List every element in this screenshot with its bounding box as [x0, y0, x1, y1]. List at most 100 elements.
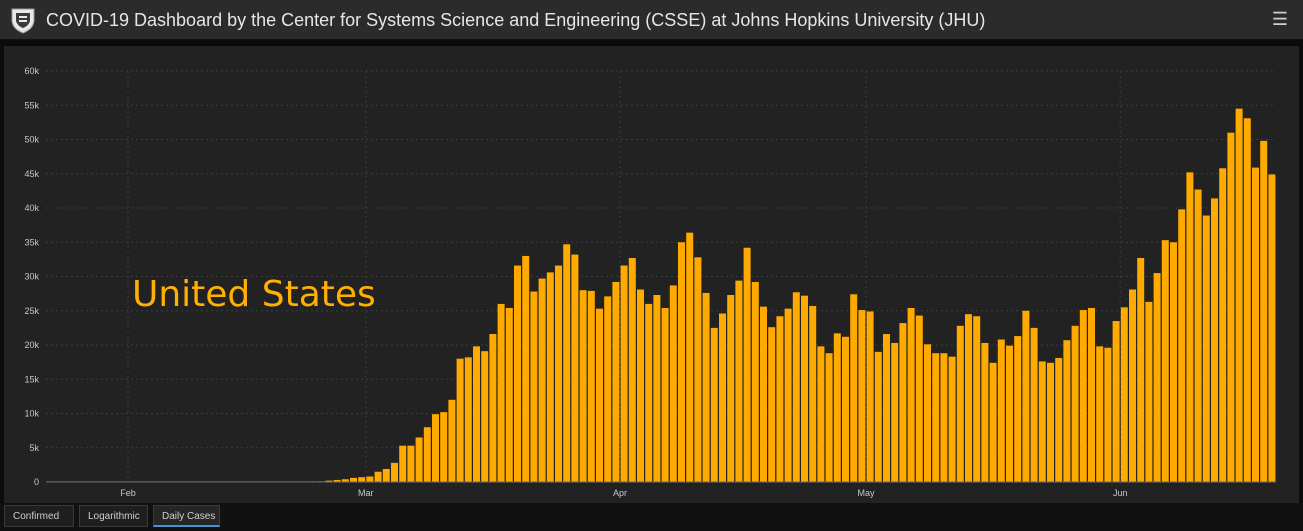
chart-bar: [391, 462, 398, 482]
chart-bar: [1120, 307, 1128, 482]
chart-bar: [932, 353, 940, 482]
y-tick-label: 0: [34, 477, 39, 487]
chart-bar: [1063, 340, 1071, 482]
chart-bar: [768, 327, 776, 482]
chart-bar: [358, 477, 366, 482]
chart-bar: [628, 258, 636, 482]
y-tick-label: 50k: [24, 135, 39, 145]
chart-bar: [997, 339, 1005, 482]
chart-bar: [1014, 336, 1022, 482]
chart-bar: [522, 255, 530, 482]
chart-bar: [1088, 308, 1095, 482]
tab-confirmed[interactable]: Confirmed: [4, 505, 74, 527]
chart-bar: [989, 362, 997, 482]
chart-bar: [341, 479, 349, 482]
chart-bar: [907, 308, 915, 482]
chart-bar: [448, 399, 456, 482]
chart-bar: [751, 281, 759, 482]
chart-bar: [817, 346, 825, 482]
chart-bar: [719, 313, 726, 482]
chart-bar: [924, 344, 931, 482]
y-tick-label: 60k: [24, 66, 39, 76]
chart-bar: [407, 445, 415, 482]
chart-bar: [514, 265, 521, 482]
chart-bar: [637, 289, 644, 482]
header-bar: COVID-19 Dashboard by the Center for Sys…: [0, 0, 1303, 40]
y-tick-label: 25k: [24, 306, 39, 316]
chart-grid: [46, 70, 1276, 483]
chart-bar: [563, 244, 571, 482]
chart-bar: [415, 437, 423, 482]
chart-bar: [973, 316, 981, 482]
chart-bars: [46, 108, 1276, 483]
tab-logarithmic[interactable]: Logarithmic: [79, 505, 148, 527]
chart-bar: [489, 334, 497, 482]
chart-bar: [891, 342, 899, 482]
chart-bar: [678, 242, 685, 482]
chart-bar: [579, 290, 587, 482]
chart-bar: [776, 316, 784, 482]
jhu-shield-icon: [10, 6, 36, 34]
chart-bar: [538, 278, 546, 482]
chart-bar: [1194, 189, 1202, 482]
y-tick-label: 35k: [24, 237, 39, 247]
country-label: United States: [132, 274, 376, 315]
chart-bar: [653, 294, 661, 482]
chart-bar: [497, 303, 505, 482]
chart-bar: [1219, 168, 1227, 482]
chart-bar: [1055, 358, 1063, 482]
chart-bar: [792, 292, 800, 482]
chart-bar: [1243, 118, 1251, 482]
y-tick-label: 20k: [24, 340, 39, 350]
x-tick-label: Jun: [1113, 488, 1128, 498]
chart-bar: [661, 308, 669, 482]
chart-bar: [1071, 325, 1079, 482]
chart-bar: [432, 414, 439, 482]
chart-bar: [956, 325, 964, 482]
x-tick-label: Apr: [613, 488, 627, 498]
chart-bar: [1153, 273, 1161, 482]
chart-bar: [423, 427, 431, 482]
chart-bar: [883, 334, 890, 482]
y-tick-label: 5k: [29, 443, 39, 453]
chart-bar: [1202, 215, 1210, 482]
chart-bar: [1006, 345, 1013, 482]
chart-bar: [694, 257, 702, 482]
hamburger-menu-icon[interactable]: ☰: [1271, 9, 1289, 29]
chart-bar: [1079, 310, 1087, 482]
chart-panel: 0 5k 10k 15k 20k 25k 30k 35k 40k 45k 50k 55k 60k Feb M…: [4, 46, 1299, 503]
chart-bar: [382, 468, 390, 482]
chart-bar: [686, 232, 694, 482]
chart-bar: [743, 247, 751, 482]
chart-bar: [1145, 301, 1153, 482]
y-tick-label: 10k: [24, 409, 39, 419]
tab-daily-cases[interactable]: Daily Cases: [153, 505, 220, 527]
chart-bar: [940, 353, 948, 482]
chart-bar: [833, 333, 841, 482]
y-tick-label: 45k: [24, 169, 39, 179]
y-tick-label: 40k: [24, 203, 39, 213]
chart-bar: [1096, 346, 1104, 482]
chart-bar: [702, 292, 710, 482]
chart-bar: [1022, 310, 1030, 482]
chart-bar: [399, 445, 407, 482]
chart-bar: [1112, 321, 1120, 482]
chart-bar: [1129, 289, 1136, 482]
chart-bar: [1161, 240, 1169, 482]
chart-bar: [842, 336, 849, 482]
chart-bar: [1170, 242, 1177, 482]
chart-bar: [981, 342, 989, 482]
chart-bar: [899, 323, 907, 482]
chart-bar: [1104, 347, 1112, 482]
chart-bar: [1252, 167, 1259, 482]
chart-axes: 0 5k 10k 15k 20k 25k 30k 35k 40k 45k 50k 55k 60k Feb M…: [24, 66, 1276, 498]
chart-bar: [825, 353, 833, 482]
chart-bar: [1047, 362, 1054, 482]
chart-bar: [1178, 209, 1186, 482]
chart-bar: [669, 285, 677, 482]
chart-bar: [612, 281, 620, 482]
chart-bar: [366, 476, 374, 482]
chart-bar: [587, 290, 595, 482]
chart-bar: [481, 351, 489, 482]
chart-bar: [965, 314, 972, 482]
